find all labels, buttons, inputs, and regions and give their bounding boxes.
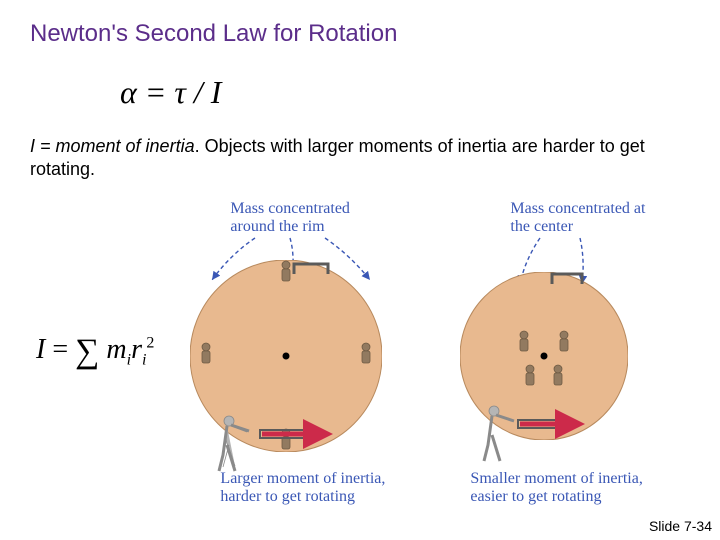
slide-number: Slide 7-34 <box>649 518 712 534</box>
eq2-two: 2 <box>146 335 154 352</box>
eq2-m: m <box>99 334 126 365</box>
eq2-I: I <box>36 334 45 365</box>
slide: Newton's Second Law for Rotation α = τ /… <box>0 0 720 540</box>
slide-title: Newton's Second Law for Rotation <box>30 20 690 48</box>
equation-sum: I = ∑ miri2 <box>36 329 154 370</box>
body-text: I = moment of inertia. Objects with larg… <box>30 135 690 182</box>
eq2-r: r <box>131 334 142 365</box>
caption-bottom-left: Larger moment of inertia, harder to get … <box>220 470 390 507</box>
figure: Mass concentrated around the rim Mass co… <box>170 200 690 500</box>
pusher-left-icon <box>215 415 265 475</box>
content-row: I = ∑ miri2 Mass concentrated around the… <box>30 200 690 500</box>
pusher-right-icon <box>480 405 530 465</box>
eq2-i2: i <box>142 352 146 369</box>
equation-alpha: α = τ / I <box>120 74 690 111</box>
inertia-def: I = moment of inertia <box>30 136 195 156</box>
eq2-eq: = <box>45 334 75 365</box>
sigma-icon: ∑ <box>75 333 99 370</box>
caption-bottom-right: Smaller moment of inertia, easier to get… <box>470 470 660 507</box>
